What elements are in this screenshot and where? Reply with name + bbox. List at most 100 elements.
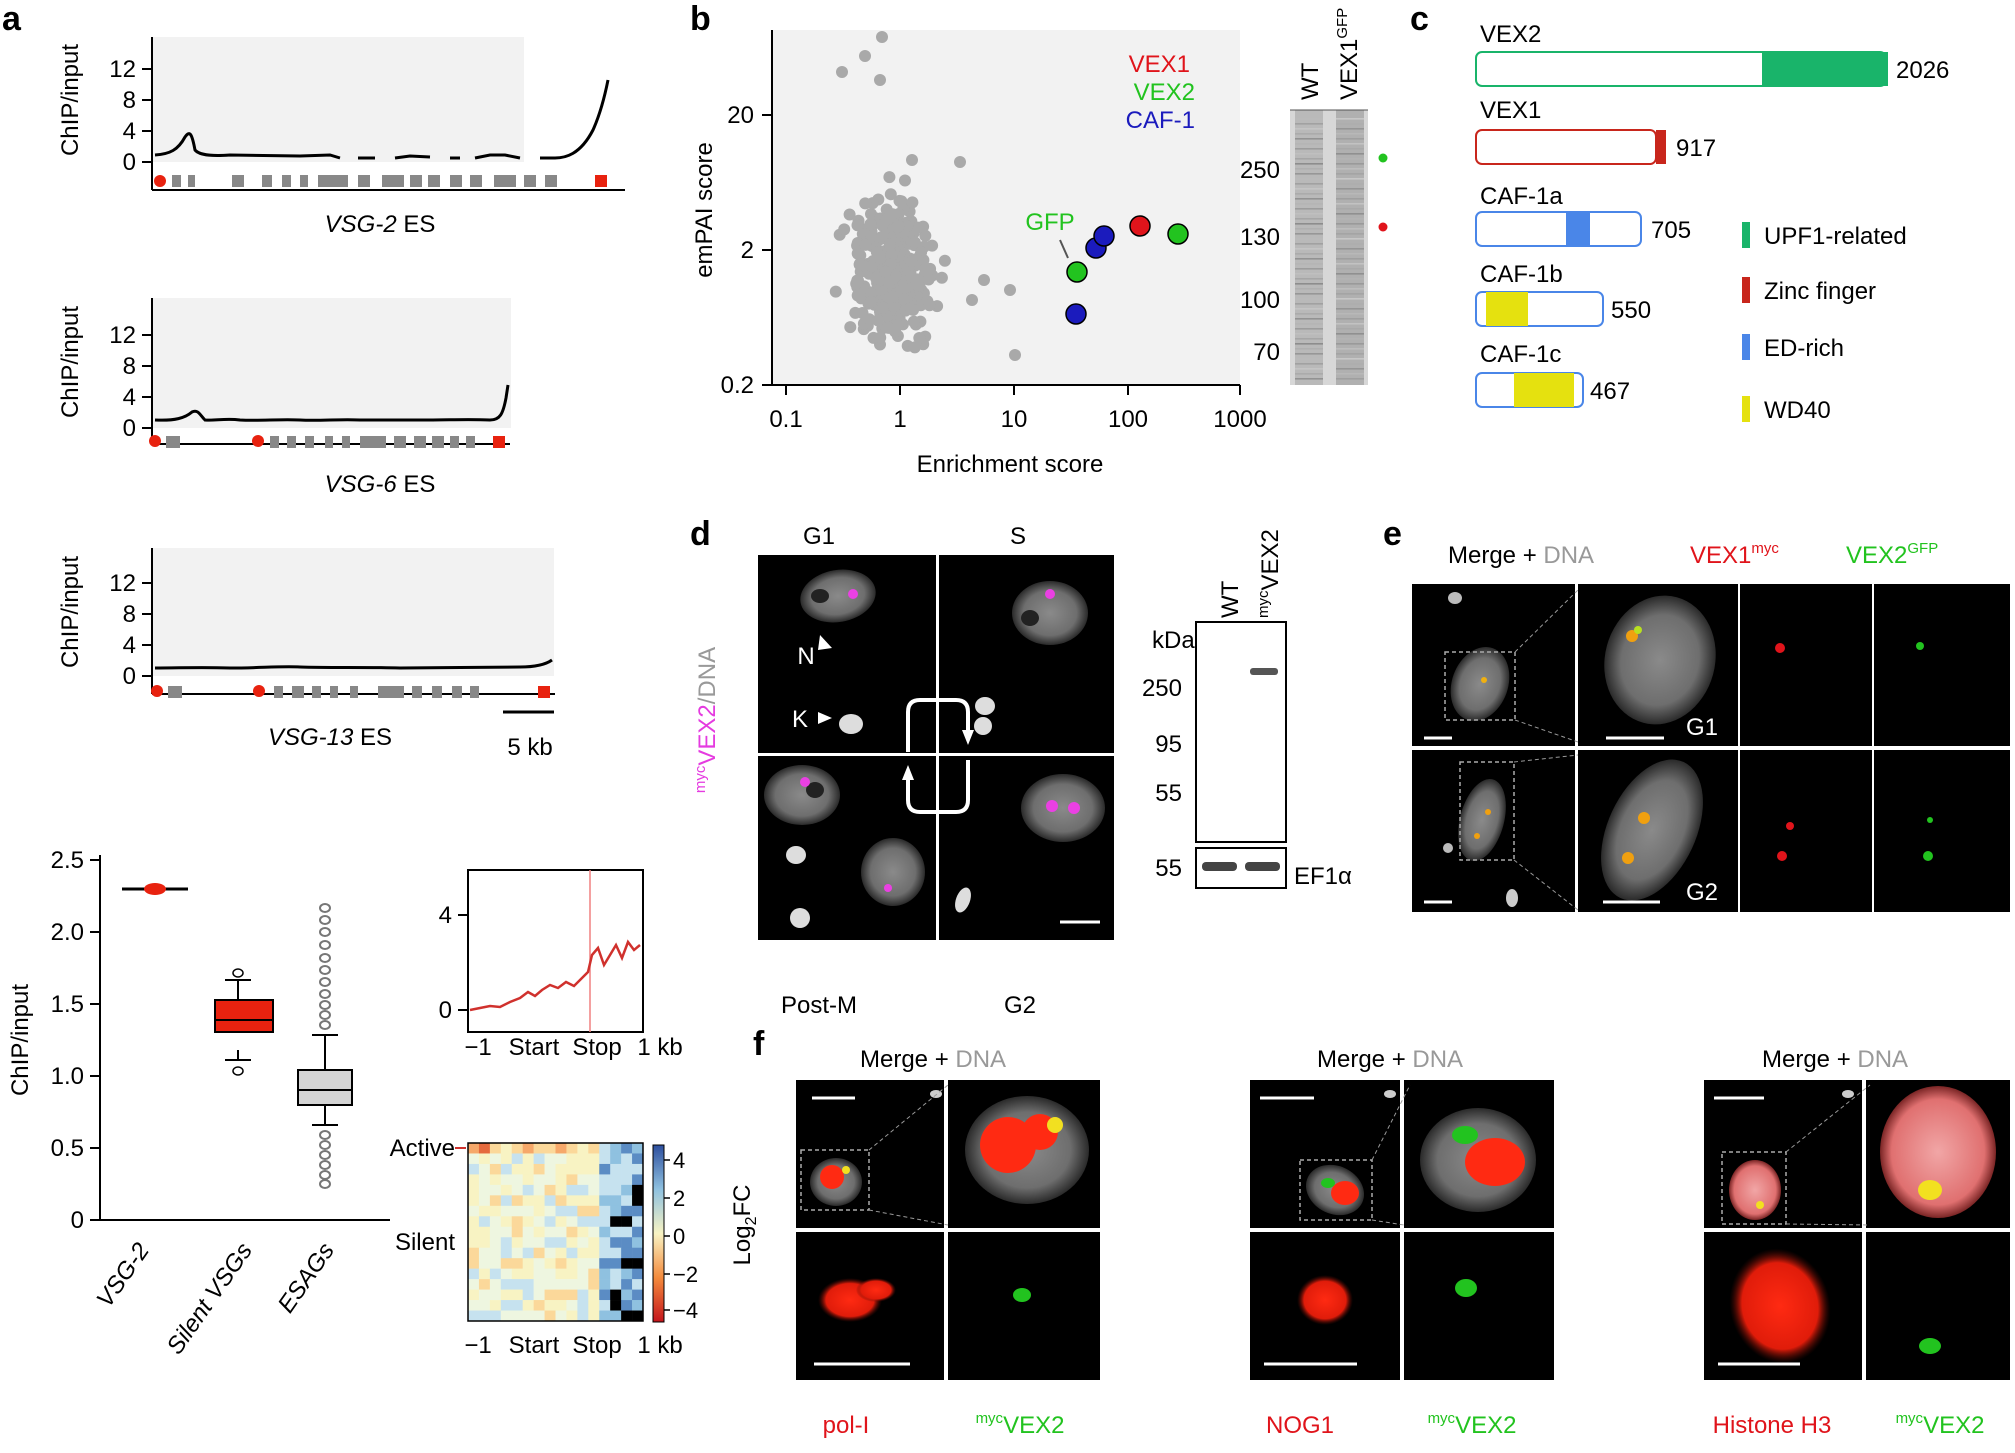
heatmap-cell — [566, 1195, 578, 1207]
legend-swatch — [1742, 334, 1750, 360]
heatmap-cell — [566, 1163, 578, 1175]
scatter-point — [892, 220, 905, 233]
heatmap-cell — [555, 1216, 567, 1228]
stain-label-green: mycVEX2 — [976, 1410, 1065, 1439]
panel-label-c: c — [1410, 0, 1429, 38]
heatmap-cell — [489, 1300, 502, 1311]
gel-band — [1295, 228, 1323, 230]
heatmap-cell — [468, 1237, 480, 1249]
scatter-point — [865, 260, 878, 273]
protein-name: CAF-1b — [1480, 261, 1563, 288]
heatmap-cell — [500, 1300, 513, 1311]
heatmap-cell — [500, 1247, 513, 1259]
heatmap-cell — [544, 1279, 556, 1290]
stain-label-green: mycVEX2 — [1428, 1410, 1517, 1439]
gel-band — [1336, 208, 1364, 210]
gel-band — [1295, 168, 1323, 170]
heatmap-cell — [533, 1300, 545, 1311]
heatmap-cell — [610, 1268, 622, 1280]
heatmap-cell — [522, 1258, 534, 1269]
heatmap-cell — [555, 1289, 567, 1301]
gel-band — [1336, 143, 1364, 145]
scale-bar-label: 5 kb — [507, 734, 552, 761]
nucleus-marker: N — [797, 643, 814, 670]
heatmap-cell — [468, 1279, 480, 1290]
heatmap-cell — [632, 1247, 644, 1259]
gel-band — [1336, 313, 1364, 315]
heatmap-cell — [555, 1279, 567, 1290]
header-merge: Merge + DNA — [1762, 1046, 1908, 1073]
gel-band — [1295, 118, 1323, 120]
heatmap-cell — [566, 1268, 578, 1280]
heatmap-cell — [599, 1195, 611, 1207]
heatmap-cell — [544, 1247, 556, 1259]
heatmap-cell — [478, 1153, 491, 1165]
ytick: 1.5 — [51, 991, 84, 1018]
heatmap-cell — [489, 1184, 502, 1196]
heatmap-cell — [468, 1184, 480, 1196]
marker: 95 — [1155, 731, 1182, 758]
heatmap-cell — [533, 1247, 545, 1259]
panel-label-f: f — [753, 1025, 765, 1063]
heatmap-cell — [621, 1310, 633, 1322]
gel-band — [1336, 253, 1364, 255]
heatmap-cell — [577, 1310, 589, 1322]
scatter-point — [829, 285, 842, 298]
heatmap-cell — [489, 1268, 502, 1280]
cbar-tick: −2 — [673, 1262, 698, 1287]
heatmap-cell — [588, 1300, 600, 1311]
loading-control-label: EF1α — [1294, 863, 1352, 890]
heatmap-cell — [577, 1279, 589, 1290]
heatmap-cell — [588, 1153, 600, 1165]
gel-band — [1336, 333, 1364, 335]
gel-band — [1336, 123, 1364, 125]
legend-swatch — [1742, 222, 1750, 248]
heatmap-cell — [632, 1163, 644, 1175]
gel-band — [1295, 193, 1323, 195]
scatter-point — [851, 219, 864, 232]
x-axis-label: Enrichment score — [917, 451, 1104, 478]
gel-band — [1295, 158, 1323, 160]
gel-band — [1336, 163, 1364, 165]
heatmap-cell — [489, 1258, 502, 1269]
heatmap-cell — [588, 1184, 600, 1196]
gel-band — [1295, 238, 1323, 240]
header-merge: Merge + DNA — [1448, 542, 1594, 569]
phase-label-g2: G2 — [1004, 992, 1036, 1019]
gel-band — [1295, 333, 1323, 335]
colocalization-vex1-vex2: Merge + DNA VEX1myc VEX2GFP G1 — [1412, 540, 2010, 912]
colorbar-label: Log2FC — [729, 1185, 760, 1266]
scatter-point — [885, 249, 898, 261]
domain-diagrams: VEX2 2026 VEX1 917 CAF-1a 705 CAF-1b 550… — [1475, 21, 1949, 424]
scatter-point — [954, 156, 966, 168]
gel-band — [1295, 308, 1323, 310]
heatmap-cell — [511, 1163, 523, 1175]
heatmap-cell — [632, 1300, 644, 1311]
gel-band — [1295, 213, 1323, 215]
heatmap-cell — [544, 1143, 556, 1154]
gel-band — [1295, 283, 1323, 285]
gel-band — [1336, 178, 1364, 180]
panel-label-a: a — [2, 0, 22, 38]
heatmap-cell — [632, 1237, 644, 1249]
scatter-point — [886, 290, 899, 303]
gel-band — [1295, 263, 1323, 265]
heatmap-cell — [610, 1247, 622, 1259]
heatmap-cell — [577, 1258, 589, 1269]
gel-band — [1336, 223, 1364, 225]
scatter-point — [872, 314, 885, 327]
heatmap-cell — [544, 1205, 556, 1217]
heatmap-cell — [544, 1300, 556, 1311]
chip-track-vsg2: 0 4 8 12 ChIP/input VSG-2 ES — [57, 37, 625, 238]
gel-band — [1336, 193, 1364, 195]
gel-band — [1336, 353, 1364, 355]
scatter-point — [922, 273, 935, 286]
scatter-point — [908, 341, 921, 354]
heatmap-cell — [588, 1268, 600, 1280]
gel-band — [1336, 218, 1364, 220]
heatmap-cell — [566, 1247, 578, 1259]
heatmap-cell — [478, 1163, 491, 1175]
point-vex1 — [1129, 215, 1151, 237]
heatmap-cell — [500, 1237, 513, 1249]
xtick: Start — [509, 1034, 560, 1061]
